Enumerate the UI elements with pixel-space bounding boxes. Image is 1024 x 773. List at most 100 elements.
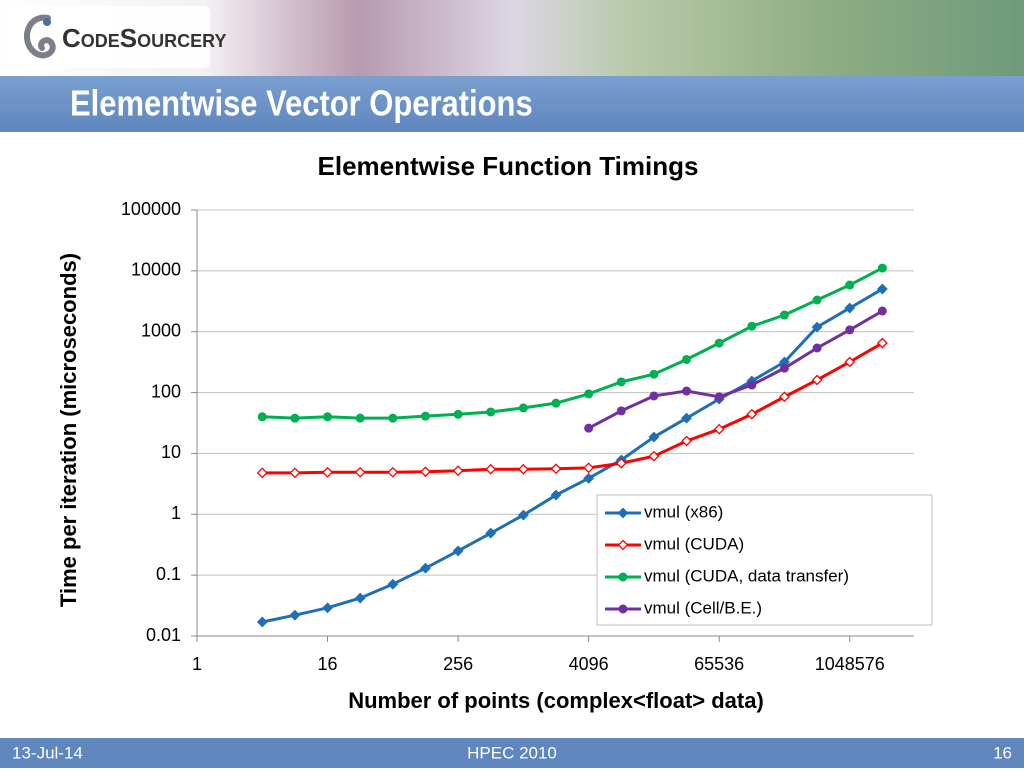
point	[584, 423, 594, 433]
point	[616, 406, 626, 416]
point	[746, 408, 758, 420]
point	[550, 489, 562, 501]
series-line	[261, 287, 884, 624]
point	[876, 283, 888, 295]
point	[779, 391, 790, 403]
point	[388, 413, 398, 423]
x-tick-label: 1	[192, 654, 202, 674]
y-tick-label: 0.01	[146, 625, 181, 645]
point	[845, 325, 855, 335]
y-tick-label: 1	[171, 503, 181, 523]
point	[323, 412, 333, 422]
point	[517, 463, 529, 475]
logo-backdrop	[10, 6, 210, 68]
point	[355, 413, 365, 423]
point	[811, 374, 823, 386]
point	[420, 466, 431, 478]
chart-title: Elementwise Function Timings	[318, 151, 699, 181]
x-tick-label: 16	[318, 654, 338, 674]
point	[812, 295, 822, 305]
legend-label: vmul (x86)	[644, 502, 723, 521]
point	[649, 369, 659, 379]
point	[616, 377, 626, 387]
legend-box	[596, 494, 933, 626]
x-tick-label: 1048576	[815, 654, 885, 674]
point	[747, 380, 757, 390]
legend-marker	[617, 539, 629, 551]
point	[420, 562, 431, 574]
point	[779, 363, 789, 373]
point	[256, 467, 268, 479]
y-tick-label: 1000	[141, 320, 181, 340]
point	[713, 423, 725, 435]
point	[648, 431, 660, 443]
point	[387, 466, 399, 478]
point	[681, 412, 692, 424]
legend-label: vmul (CUDA)	[644, 534, 744, 553]
point	[584, 389, 594, 399]
point	[583, 472, 595, 484]
x-axis-label: Number of points (complex<float> data)	[348, 688, 764, 713]
y-tick-label: 10000	[131, 260, 181, 280]
point	[876, 337, 888, 349]
point	[779, 310, 789, 320]
point	[551, 398, 561, 408]
point	[681, 435, 692, 447]
legend-marker	[618, 572, 628, 582]
point	[517, 509, 529, 521]
point	[290, 413, 300, 423]
series-line	[262, 341, 884, 475]
point	[682, 354, 692, 364]
legend-label: vmul (Cell/B.E.)	[644, 598, 762, 617]
title-band	[0, 76, 1024, 132]
point	[420, 411, 430, 421]
point	[257, 412, 267, 422]
logo-swirl	[23, 14, 56, 59]
legend-marker	[618, 604, 628, 614]
point	[877, 263, 887, 273]
legend-marker	[617, 507, 629, 519]
footer-date: 13-Jul-14	[12, 743, 83, 762]
y-tick-label: 0.1	[156, 564, 181, 584]
logo-dot	[43, 18, 51, 26]
point	[453, 409, 463, 419]
x-tick-label: 4096	[569, 654, 609, 674]
x-tick-label: 65536	[694, 654, 744, 674]
y-tick-label: 10	[161, 442, 181, 462]
point	[322, 466, 333, 478]
point	[714, 338, 724, 348]
point	[747, 321, 757, 331]
point	[649, 391, 659, 401]
legend-label: vmul (CUDA, data transfer)	[644, 566, 849, 585]
series-line	[262, 266, 884, 420]
point	[354, 592, 366, 604]
point	[811, 321, 823, 333]
point	[845, 280, 855, 290]
point	[714, 392, 724, 402]
point	[485, 527, 497, 539]
point	[682, 386, 692, 396]
logo-text: CodeSourcery	[62, 23, 226, 53]
series-line	[587, 309, 884, 430]
point	[583, 462, 595, 474]
point	[550, 463, 562, 475]
point	[452, 465, 464, 477]
point	[354, 466, 366, 478]
x-tick-label: 256	[443, 654, 473, 674]
footer-band	[0, 738, 1024, 768]
point	[812, 343, 822, 353]
point	[615, 457, 627, 469]
slide-title: Elementwise Vector Operations	[70, 84, 533, 124]
point	[648, 450, 660, 462]
y-tick-label: 100000	[121, 199, 181, 219]
point	[289, 609, 301, 621]
footer-event: HPEC 2010	[467, 743, 557, 762]
point	[486, 407, 496, 417]
point	[387, 578, 399, 590]
point	[844, 356, 856, 368]
y-tick-label: 100	[151, 381, 181, 401]
point	[322, 602, 333, 614]
point	[844, 302, 856, 314]
y-axis-label: Time per iteration (microseconds)	[56, 253, 81, 607]
